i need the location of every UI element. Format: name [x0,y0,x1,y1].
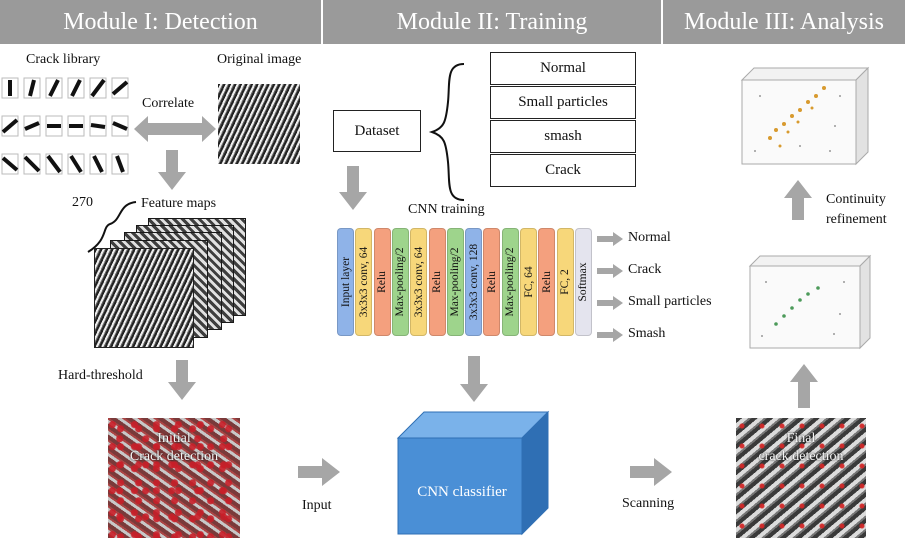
cnn-classifier-cube [396,410,550,536]
cnn-layer-label: 3x3x3 conv, 64 [412,246,425,318]
initial-detection-line2: Crack detection [129,449,219,464]
cnn-classifier-label: CNN classifier [417,484,507,500]
scanning-label: Scanning [622,496,675,511]
category-label: Normal [540,60,586,76]
header-module-training: Module II: Training [323,0,663,44]
continuity-line1: Continuity [826,192,886,207]
final-detection-line2: crack detection [758,449,844,464]
small-arrow-icon [597,296,623,310]
category-box-smash: smash [490,120,636,153]
cnn-layer-label: Relu [540,271,553,293]
brace-icon [87,201,137,253]
cnn-layer: Relu [428,228,446,336]
correlate-label: Correlate [142,96,195,111]
crack-library-kernels [1,77,129,175]
down-arrow-icon [168,360,196,400]
header-module-analysis: Module III: Analysis [663,0,905,44]
scanned-crack-volume [748,254,872,350]
category-label: Crack [545,162,581,178]
right-arrow-icon [298,458,340,486]
output-normal-label: Normal [628,230,671,245]
header-module-analysis-label: Module III: Analysis [684,8,884,35]
initial-crack-detection-label: Initial Crack detection [108,430,240,466]
dataset-label: Dataset [354,122,400,139]
header-module-training-label: Module II: Training [396,8,588,35]
cnn-layer-label: Relu [376,271,389,293]
initial-detection-line1: Initial [157,431,191,446]
cnn-layer: FC, 64 [520,228,537,336]
right-arrow-icon [630,458,672,486]
output-smash-label: Smash [628,326,666,341]
feature-maps-label: Feature maps [141,196,217,211]
cnn-layer: Relu [373,228,391,336]
final-crack-detection-image: Final crack detection [736,418,866,538]
cnn-layer-label: Relu [431,271,443,293]
cnn-layer-label: Softmax [577,262,590,302]
cnn-layer: 3x3x3 conv, 128 [465,228,483,336]
small-arrow-icon [597,328,623,342]
cnn-layer-label: Max-pooling/2 [449,247,462,317]
cnn-layer-label: FC, 64 [522,266,535,298]
output-small-particles-label: Small particles [628,294,712,309]
output-crack-label: Crack [628,262,662,277]
category-box-small-particles: Small particles [490,86,636,119]
final-crack-detection-label: Final crack detection [736,430,866,466]
header-module-detection-label: Module I: Detection [63,8,258,35]
continuity-refinement-label: Continuity refinement [826,190,887,230]
category-label: smash [544,128,582,144]
cnn-layer-label: 3x3x3 conv, 64 [357,246,370,318]
category-box-crack: Crack [490,154,636,187]
cnn-layer: Input layer [337,228,354,336]
initial-crack-detection-image: Initial Crack detection [108,418,240,538]
refined-crack-volume [740,66,870,166]
up-arrow-icon [790,364,818,408]
cnn-layer: Softmax [574,228,592,336]
small-arrow-icon [597,264,623,278]
continuity-line2: refinement [826,212,887,227]
dataset-box: Dataset [333,110,421,152]
crack-library-label: Crack library [26,52,101,67]
feature-count-label: 270 [72,195,93,210]
cnn-layer: Max-pooling/2 [391,228,409,336]
cnn-layer: Relu [483,228,501,336]
category-label: Small particles [518,94,608,110]
cnn-layer-label: Relu [485,271,498,293]
cnn-layer: 3x3x3 conv, 64 [355,228,373,336]
cnn-layer: 3x3x3 conv, 64 [410,228,428,336]
cnn-layer-label: 3x3x3 conv, 128 [467,243,480,321]
cnn-training-label: CNN training [408,202,485,217]
cnn-layer: Relu [538,228,556,336]
category-box-normal: Normal [490,52,636,85]
double-arrow-icon [134,116,216,142]
cnn-layer: Max-pooling/2 [446,228,464,336]
down-arrow-icon [158,150,186,190]
small-arrow-icon [597,232,623,246]
header-module-detection: Module I: Detection [0,0,323,44]
feature-map-stack-1 [94,248,194,348]
curly-brace-icon [428,63,465,201]
cnn-layer: FC, 2 [556,228,574,336]
input-label: Input [302,498,332,513]
original-image-label: Original image [217,52,302,67]
cnn-layer-label: Max-pooling/2 [394,247,407,317]
final-detection-line1: Final [786,431,816,446]
down-arrow-icon [460,356,488,402]
original-image [218,84,300,164]
up-arrow-icon [784,180,812,220]
down-arrow-icon [339,166,367,210]
hard-threshold-label: Hard-threshold [58,368,143,383]
cnn-layer-label: FC, 2 [559,269,572,295]
cnn-layer-label: Input layer [339,256,352,308]
cnn-layer-label: Max-pooling/2 [504,247,517,317]
cnn-layer: Max-pooling/2 [501,228,519,336]
